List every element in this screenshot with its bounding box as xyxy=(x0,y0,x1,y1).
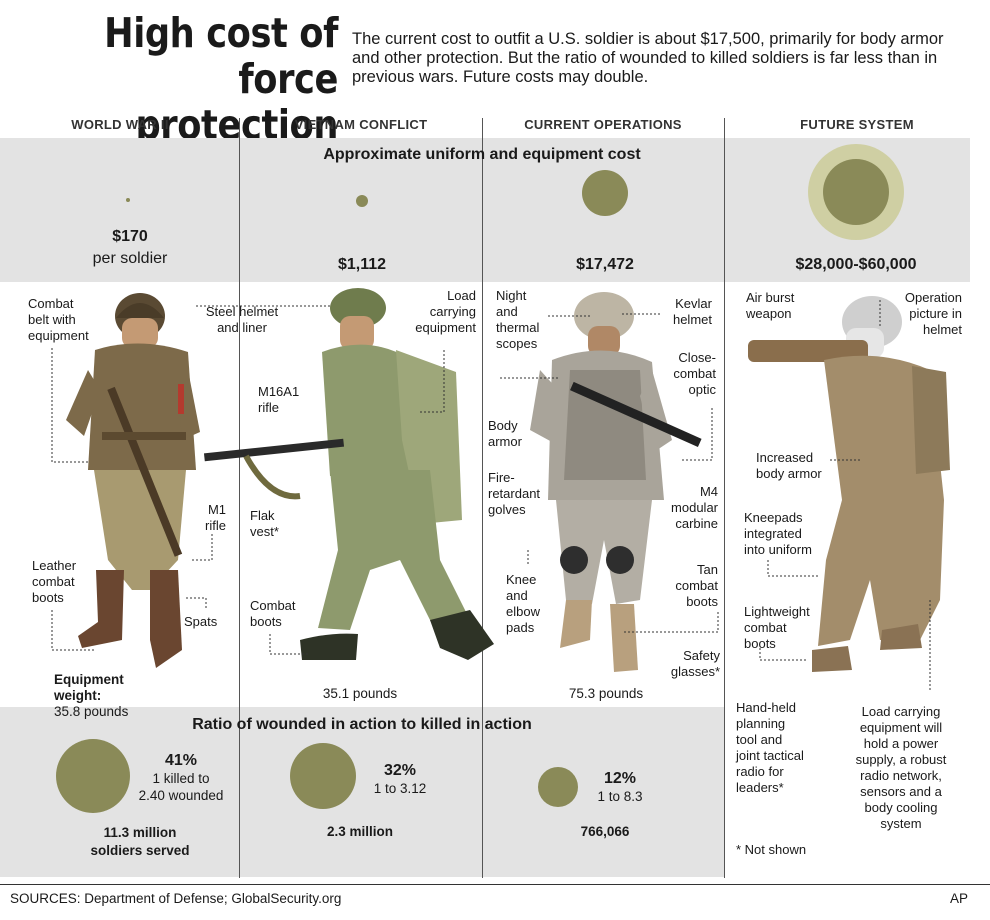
label-current-gloves: Fire-retardant golves xyxy=(488,470,541,517)
ratio-ww2-text: 41% 1 killed to 2.40 wounded xyxy=(138,752,224,803)
label-current-glasses: Safety glasses* xyxy=(670,648,720,679)
label-ww2-belt: Combat belt with equipment xyxy=(28,296,89,343)
ww2-soldier-figure xyxy=(66,293,200,668)
label-ww2-spats: Spats xyxy=(184,614,218,629)
ratio-bubble-ww2 xyxy=(56,739,130,813)
label-future-picture: Operation picture in helmet xyxy=(904,290,962,337)
cost-ww2: $170 per soldier xyxy=(30,226,230,270)
label-future-load: Load carrying equipment will hold a power s… xyxy=(855,704,947,831)
ratio-bubble-vietnam xyxy=(290,743,356,809)
sources: SOURCES: Department of Defense; GlobalSe… xyxy=(10,891,342,906)
ratio-band-title: Ratio of wounded in action to killed in … xyxy=(192,716,532,733)
cost-bubble-current xyxy=(582,170,628,216)
label-vietnam-rifle: M16A1 rifle xyxy=(258,384,300,415)
ww2-served: 11.3 million soldiers served xyxy=(90,825,190,858)
col-divider xyxy=(239,118,240,878)
cost-band-title: Approximate uniform and equipment cost xyxy=(323,146,641,163)
cost-ww2-value: $170 xyxy=(112,228,148,245)
col-divider xyxy=(482,118,483,878)
label-future-weapon: Air burst weapon xyxy=(746,290,795,321)
cost-bubble-vietnam xyxy=(356,195,368,207)
label-ww2-rifle: M1 rifle xyxy=(205,502,226,533)
vietnam-served: 2.3 million xyxy=(326,824,394,839)
label-current-boots: Tan combat boots xyxy=(675,562,718,609)
label-vietnam-helmet: Steel helmet and liner xyxy=(205,304,279,335)
ratio-bubble-current xyxy=(538,767,578,807)
current-soldier-figure xyxy=(530,292,702,672)
footer-rule xyxy=(0,884,990,885)
cost-band xyxy=(0,138,970,282)
col-heading-vietnam: VIETNAM CONFLICT xyxy=(294,117,428,132)
label-current-pads: Knee and elbow pads xyxy=(506,572,540,635)
ww2-weight: Equipment weight: 35.8 pounds xyxy=(54,672,129,719)
vietnam-soldier-figure xyxy=(203,288,494,660)
current-served: 766,066 xyxy=(580,824,630,839)
label-vietnam-load: Load carrying equipment xyxy=(415,288,476,335)
cost-future: $28,000-$60,000 xyxy=(795,256,917,273)
label-future-boots: Lightweight combat boots xyxy=(744,604,810,651)
cost-bubble-future-min xyxy=(823,159,889,225)
leader-lines xyxy=(51,300,931,690)
label-vietnam-vest: Flak vest* xyxy=(250,508,279,539)
intro-text: The current cost to outfit a U.S. soldie… xyxy=(352,30,944,86)
ratio-vietnam-text: 32% 1 to 3.12 xyxy=(373,762,427,796)
future-soldier-figure xyxy=(748,296,950,672)
label-current-scopes: Night and thermal scopes xyxy=(496,288,540,351)
col-heading-future: FUTURE SYSTEM xyxy=(800,117,914,132)
ratio-current-text: 12% 1 to 8.3 xyxy=(597,770,643,804)
cost-current: $17,472 xyxy=(576,256,634,273)
label-future-tool: Hand-held planning tool and joint tactical r… xyxy=(736,700,804,795)
footnote-not-shown: * Not shown xyxy=(736,842,807,857)
col-heading-current: CURRENT OPERATIONS xyxy=(524,117,682,132)
label-current-helmet: Kevlar helmet xyxy=(672,296,712,327)
label-current-optic: Close-combat optic xyxy=(673,350,716,397)
current-weight: 75.3 pounds xyxy=(568,686,644,701)
cost-vietnam: $1,112 xyxy=(337,256,387,273)
vietnam-weight: 35.1 pounds xyxy=(322,686,398,701)
cost-ww2-sub: per soldier xyxy=(92,250,168,267)
label-ww2-boots: Leather combat boots xyxy=(32,558,77,605)
cost-bubble-ww2 xyxy=(126,198,130,202)
credit: AP xyxy=(950,891,969,906)
label-current-armor: Body armor xyxy=(488,418,522,449)
label-future-kneepads: Kneepads integrated into uniform xyxy=(744,510,812,557)
label-vietnam-boots: Combat boots xyxy=(250,598,296,629)
col-heading-ww2: WORLD WAR II xyxy=(71,117,169,132)
col-divider xyxy=(724,118,725,878)
label-future-armor: Increased body armor xyxy=(756,450,822,481)
label-current-carbine: M4 modular carbine xyxy=(671,484,718,531)
